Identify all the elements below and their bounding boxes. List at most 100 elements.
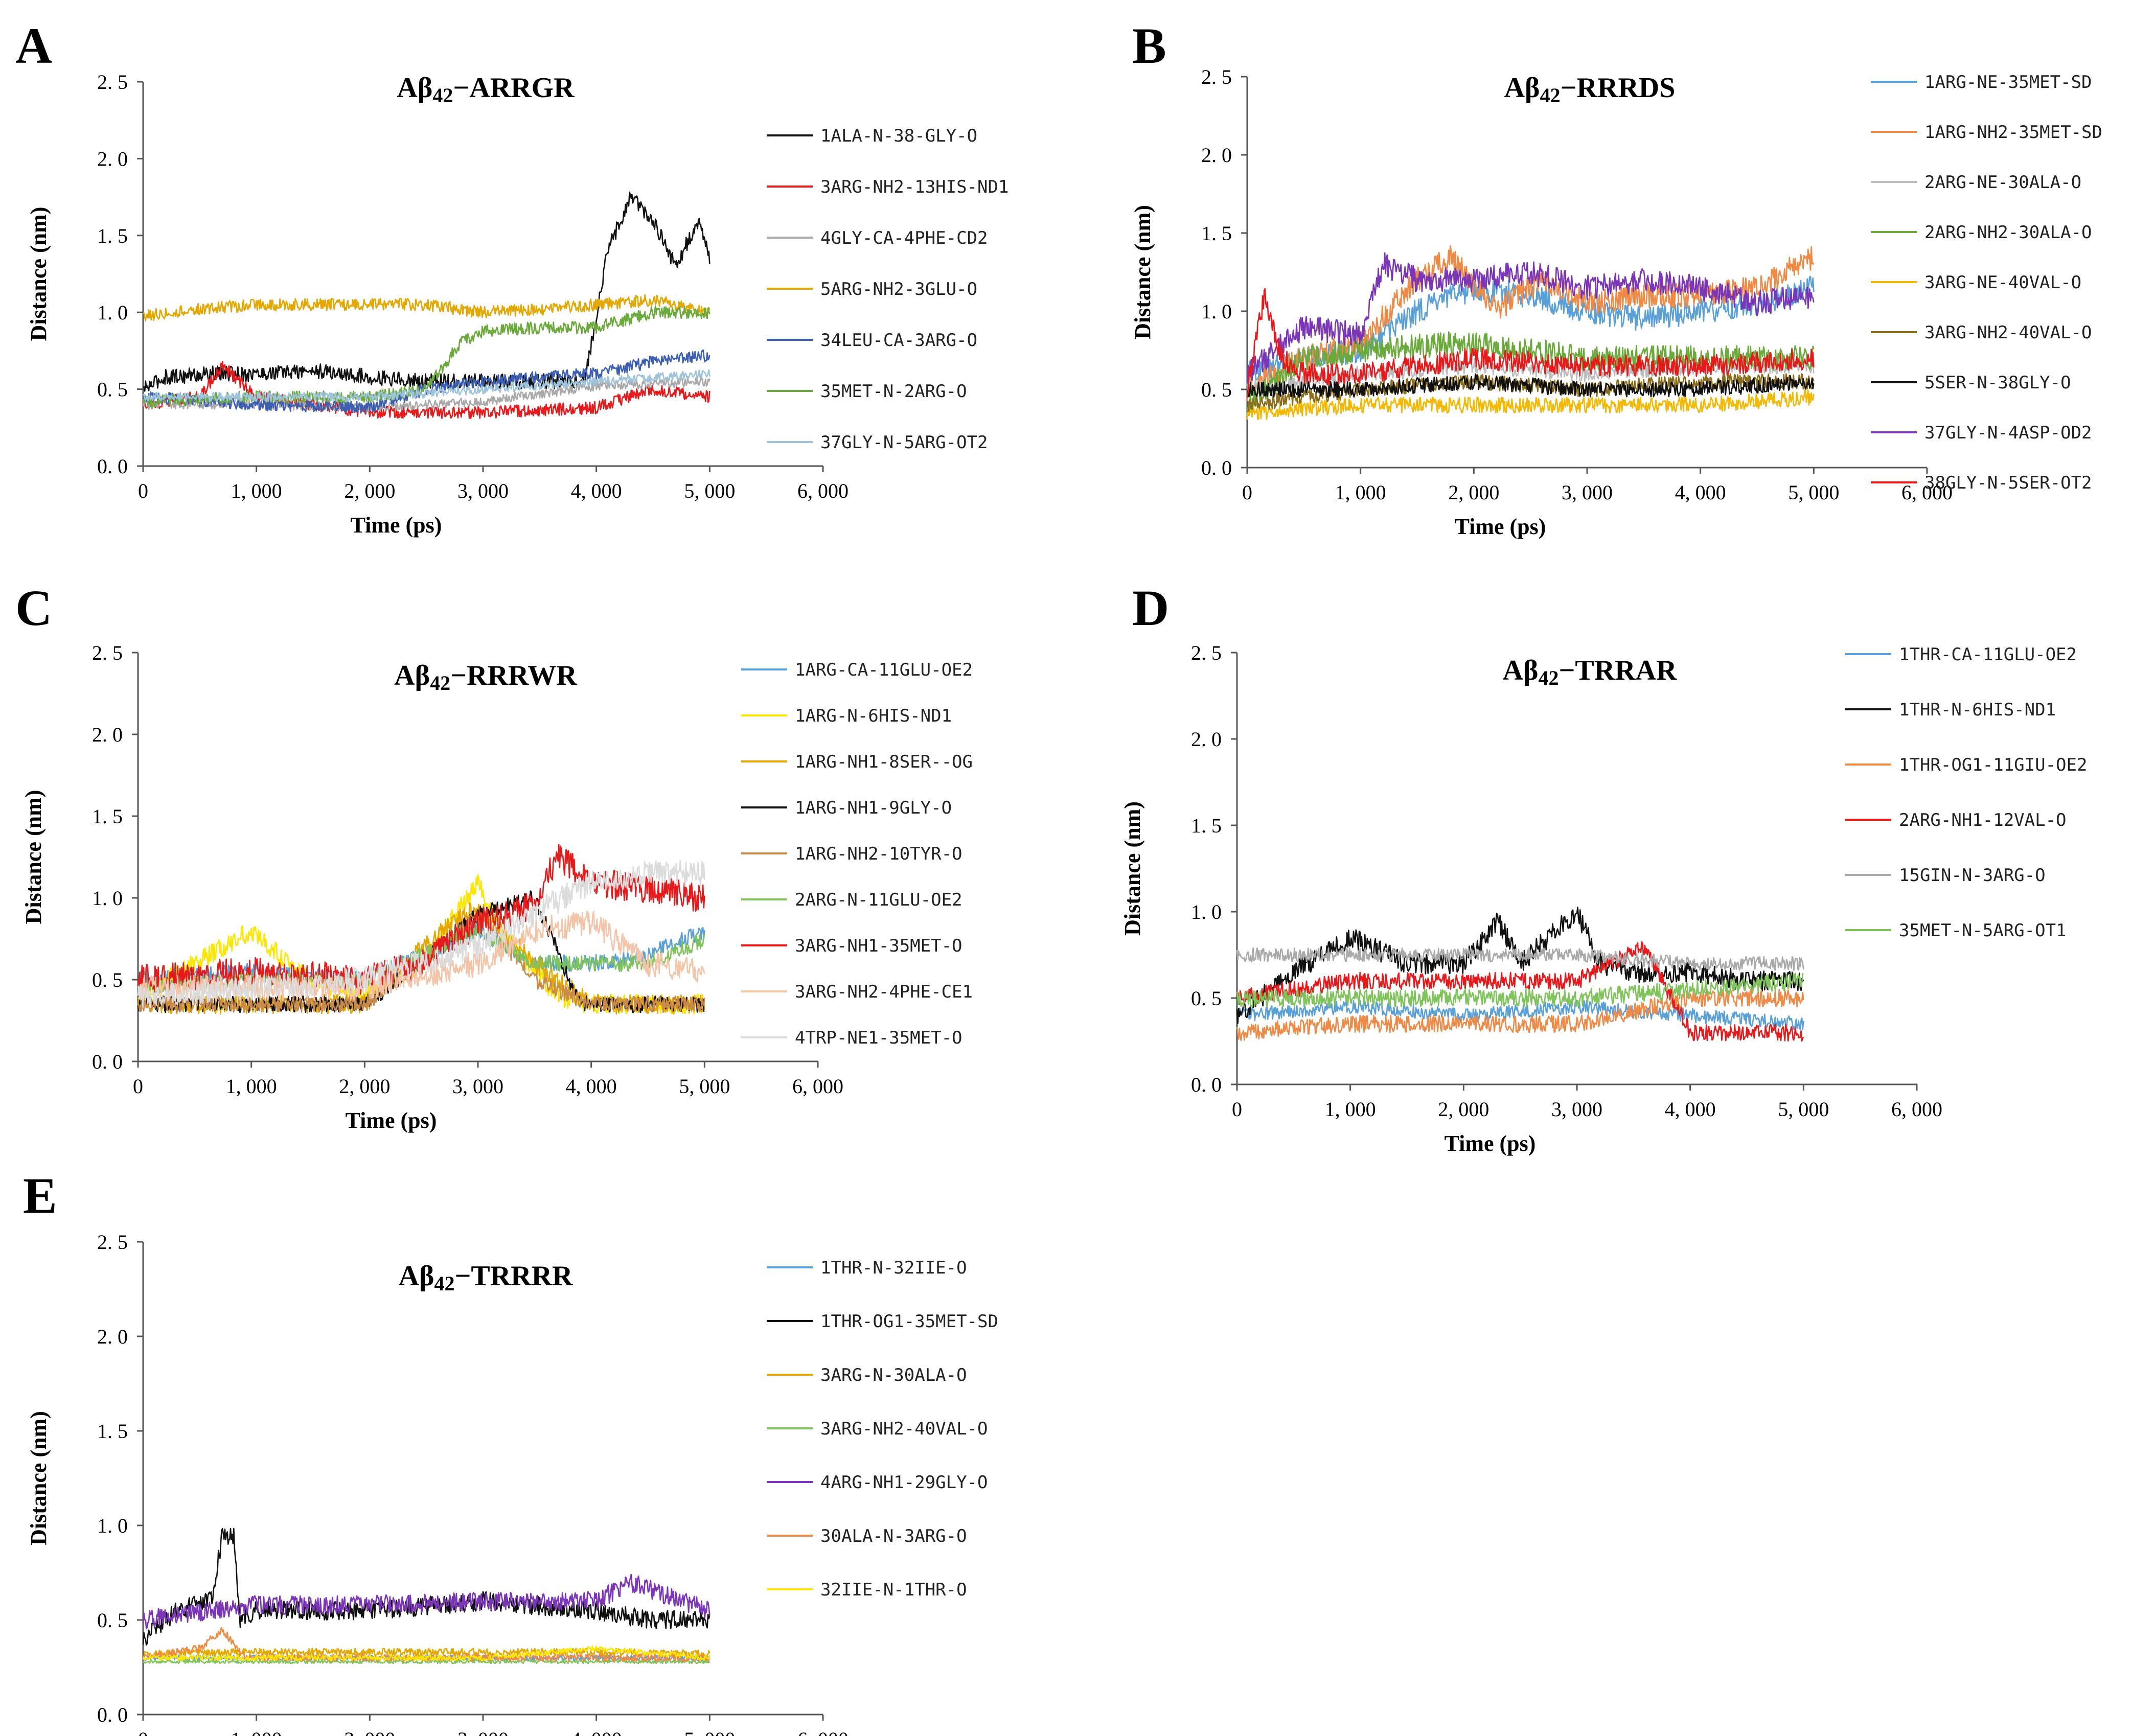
legend-label: 5SER-N-38GLY-O [1924, 373, 2071, 393]
x-tick-label: 0 [138, 1728, 148, 1736]
panel-e: E 0. 0 0. 5 1. 0 1. 5 2. 0 2. 5 0 1, 000 2, 000 3,… [0, 1170, 1063, 1736]
series-line [1236, 941, 1804, 1042]
series-lines [137, 844, 705, 1015]
legend-label: 3ARG-NE-40VAL-O [1924, 272, 2081, 293]
y-tick-label: 0. 0 [1191, 1073, 1222, 1096]
x-tick-label: 2, 000 [344, 479, 395, 502]
legend-label: 1ARG-NH1-8SER--OG [795, 752, 973, 772]
x-tick-label: 6, 000 [1901, 481, 1953, 504]
x-tick-label: 6, 000 [792, 1075, 843, 1098]
series-line [1246, 276, 1815, 386]
panel-letter: A [15, 17, 53, 74]
y-tick-label: 0. 5 [97, 378, 128, 401]
series-lines [1246, 245, 1815, 420]
legend-label: 37GLY-N-4ASP-OD2 [1924, 423, 2092, 443]
legend-label: 1ALA-N-38-GLY-O [820, 126, 977, 146]
legend-label: 1ARG-NE-35MET-SD [1924, 72, 2092, 92]
legend-item: 2ARG-NH1-12VAL-O [1845, 810, 2067, 830]
y-tick-label: 1. 0 [1191, 900, 1222, 923]
y-tick-label: 2. 5 [1201, 65, 1232, 88]
legend-item: 37GLY-N-4ASP-OD2 [1871, 423, 2092, 443]
panel-a: A 0. 0 0. 5 1. 0 1. 5 2. 0 2. 5 0 1, 000 2, 000 3,… [0, 17, 1008, 538]
legend-item: 1THR-CA-11GLU-OE2 [1845, 644, 2077, 665]
y-tick-label: 2. 5 [97, 71, 128, 94]
legend-item: 4TRP-NE1-35MET-O [741, 1028, 962, 1048]
axes: 0. 0 0. 5 1. 0 1. 5 2. 0 2. 5 0 1, 000 2, 000 3, … [97, 71, 849, 502]
x-tick-label: 4, 000 [571, 1728, 622, 1736]
x-tick-label: 1, 000 [1325, 1098, 1376, 1121]
axes: 0. 0 0. 5 1. 0 1. 5 2. 0 2. 5 0 1, 000 2, 000 3, … [1191, 641, 1942, 1121]
legend-label: 32IIE-N-1THR-O [820, 1580, 967, 1600]
legend-label: 1THR-CA-11GLU-OE2 [1899, 644, 2077, 665]
x-tick-label: 6, 000 [797, 479, 849, 502]
x-axis-title: Time (ps) [351, 513, 442, 538]
y-axis-title: Distance (nm) [26, 1411, 51, 1545]
legend-label: 3ARG-NH2-40VAL-O [820, 1419, 988, 1439]
legend-item: 5SER-N-38GLY-O [1871, 373, 2071, 393]
legend: 1ARG-CA-11GLU-OE2 1ARG-N-6HIS-ND1 1ARG-NH1… [741, 660, 973, 1048]
legend-item: 4GLY-CA-4PHE-CD2 [767, 228, 988, 248]
legend: 1ALA-N-38-GLY-O 3ARG-NH2-13HIS-ND1 4GLY-CA… [767, 126, 1008, 453]
line-chart-a: 0. 0 0. 5 1. 0 1. 5 2. 0 2. 5 0 1, 000 2, 000 3, … [26, 71, 1008, 538]
line-chart-d: 0. 0 0. 5 1. 0 1. 5 2. 0 2. 5 0 1, 000 2, 000 3, … [1120, 641, 2087, 1156]
panel-d: D 0. 0 0. 5 1. 0 1. 5 2. 0 2. 5 0 1, 000 2, 000 3,… [1109, 583, 2126, 1156]
legend-item: 2ARG-NH2-30ALA-O [1871, 222, 2092, 243]
legend-label: 1ARG-NH2-10TYR-O [795, 844, 962, 864]
legend-item: 1ARG-NH1-9GLY-O [741, 798, 952, 818]
legend-label: 3ARG-NH1-35MET-O [795, 936, 962, 956]
legend: 1THR-CA-11GLU-OE2 1THR-N-6HIS-ND1 1THR-OG1… [1845, 644, 2087, 941]
legend-item: 3ARG-NH2-40VAL-O [1871, 322, 2092, 343]
legend-item: 3ARG-NH2-4PHE-CE1 [741, 982, 973, 1002]
legend-item: 1THR-OG1-35MET-SD [767, 1311, 998, 1332]
legend-item: 5ARG-NH2-3GLU-O [767, 279, 977, 299]
legend-item: 2ARG-N-11GLU-OE2 [741, 890, 962, 910]
legend-item: 35MET-N-2ARG-O [767, 381, 967, 402]
legend-label: 35MET-N-5ARG-OT1 [1899, 920, 2067, 941]
legend-label: 3ARG-NH2-13HIS-ND1 [820, 177, 1008, 197]
x-tick-label: 0 [1232, 1098, 1242, 1121]
legend-label: 34LEU-CA-3ARG-O [820, 330, 977, 351]
y-tick-label: 2. 0 [97, 147, 128, 170]
x-tick-label: 5, 000 [684, 1728, 735, 1736]
y-tick-label: 1. 5 [1191, 814, 1222, 837]
panel-c: C 0. 0 0. 5 1. 0 1. 5 2. 0 2. 5 0 1, 000 2, 000 3,… [0, 580, 973, 1135]
x-axis-title: Time (ps) [346, 1108, 437, 1133]
legend: 1ARG-NE-35MET-SD 1ARG-NH2-35MET-SD 2ARG-NE… [1871, 72, 2102, 493]
panel-letter: C [15, 580, 53, 636]
y-tick-label: 1. 0 [97, 1514, 128, 1537]
y-tick-label: 2. 0 [1191, 728, 1222, 751]
line-chart-c: 0. 0 0. 5 1. 0 1. 5 2. 0 2. 5 0 1, 000 2, 000 3, … [21, 641, 973, 1133]
series-line [1236, 1000, 1804, 1031]
series-line [142, 1527, 710, 1646]
legend-label: 2ARG-NH1-12VAL-O [1899, 810, 2067, 830]
legend-item: 1ARG-N-6HIS-ND1 [741, 706, 952, 726]
series-line [1246, 252, 1815, 384]
legend-label: 4GLY-CA-4PHE-CD2 [820, 228, 988, 248]
x-tick-label: 5, 000 [684, 479, 735, 502]
series-line [1246, 389, 1815, 420]
series-line [143, 369, 710, 402]
legend-item: 1THR-N-6HIS-ND1 [1845, 700, 2056, 720]
legend-item: 35MET-N-5ARG-OT1 [1845, 920, 2067, 941]
legend-item: 1ARG-NH2-10TYR-O [741, 844, 962, 864]
legend-label: 1ARG-N-6HIS-ND1 [795, 706, 952, 726]
x-tick-label: 0 [133, 1075, 143, 1098]
legend-item: 1ARG-NH2-35MET-SD [1871, 122, 2102, 143]
y-tick-label: 2. 5 [1191, 641, 1222, 664]
legend-item: 38GLY-N-5SER-OT2 [1871, 473, 2092, 493]
y-tick-label: 1. 0 [92, 887, 123, 910]
x-tick-label: 4, 000 [566, 1075, 617, 1098]
x-tick-label: 4, 000 [1675, 481, 1726, 504]
y-axis-title: Distance (nm) [1120, 801, 1145, 936]
legend-label: 2ARG-NE-30ALA-O [1924, 172, 2081, 193]
legend-item: 32IIE-N-1THR-O [767, 1580, 967, 1600]
legend-item: 34LEU-CA-3ARG-O [767, 330, 977, 351]
legend-label: 2ARG-N-11GLU-OE2 [795, 890, 962, 910]
legend-item: 3ARG-N-30ALA-O [767, 1365, 967, 1385]
legend-label: 1THR-OG1-11GIU-OE2 [1899, 755, 2087, 775]
x-tick-label: 6, 000 [797, 1728, 849, 1736]
legend-label: 4ARG-NH1-29GLY-O [820, 1472, 988, 1493]
legend-item: 1ARG-CA-11GLU-OE2 [741, 660, 973, 680]
series-lines [142, 191, 710, 419]
x-tick-label: 3, 000 [1551, 1098, 1602, 1121]
